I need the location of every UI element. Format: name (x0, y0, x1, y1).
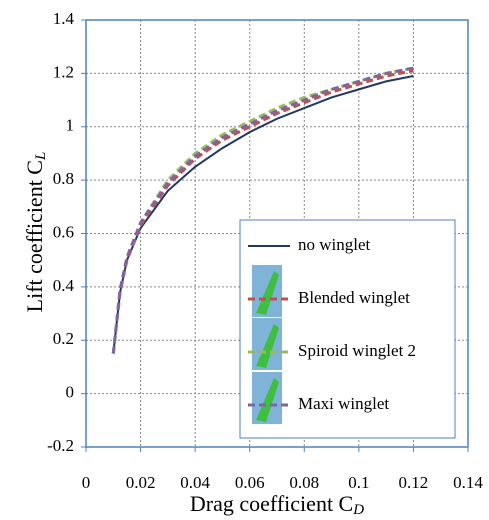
y-tick-label: 1.2 (53, 62, 74, 81)
x-axis-label: Drag coefficient CD (190, 491, 364, 518)
x-label-sub: D (352, 502, 364, 518)
x-label-text: Drag coefficient C (190, 491, 353, 516)
x-tick-label: 0.06 (235, 473, 265, 492)
legend-icon-wing (256, 271, 279, 315)
legend-label: no winglet (298, 235, 371, 254)
x-tick-label: 0.12 (399, 473, 429, 492)
series-line (111, 66, 414, 354)
y-label-text: Lift coefficient C (22, 160, 47, 312)
legend-icon-wing (256, 378, 279, 422)
y-axis-label: Lift coefficient CL (22, 152, 49, 313)
x-tick-label: 0.1 (348, 473, 369, 492)
y-tick-label: 1 (66, 116, 75, 135)
x-tick-label: 0.04 (180, 473, 210, 492)
legend-label: Blended winglet (298, 288, 410, 307)
legend-label: Spiroid winglet 2 (298, 341, 416, 360)
legend-icon-wing (256, 324, 279, 368)
y-tick-label: 0 (66, 383, 75, 402)
y-tick-label: -0.2 (47, 436, 74, 455)
y-tick-label: 1.4 (53, 9, 75, 28)
y-label-sub: L (33, 152, 49, 161)
plot-frame (85, 19, 469, 448)
y-tick-label: 0.2 (53, 329, 74, 348)
x-tick-label: 0.02 (126, 473, 156, 492)
legend-label: Maxi winglet (298, 394, 389, 413)
y-tick-label: 0.6 (53, 222, 74, 241)
y-tick-label: 0.8 (53, 169, 74, 188)
x-tick-label: 0 (82, 473, 91, 492)
x-tick-label: 0.08 (289, 473, 319, 492)
x-tick-label: 0.14 (453, 473, 483, 492)
y-tick-label: 0.4 (53, 276, 75, 295)
